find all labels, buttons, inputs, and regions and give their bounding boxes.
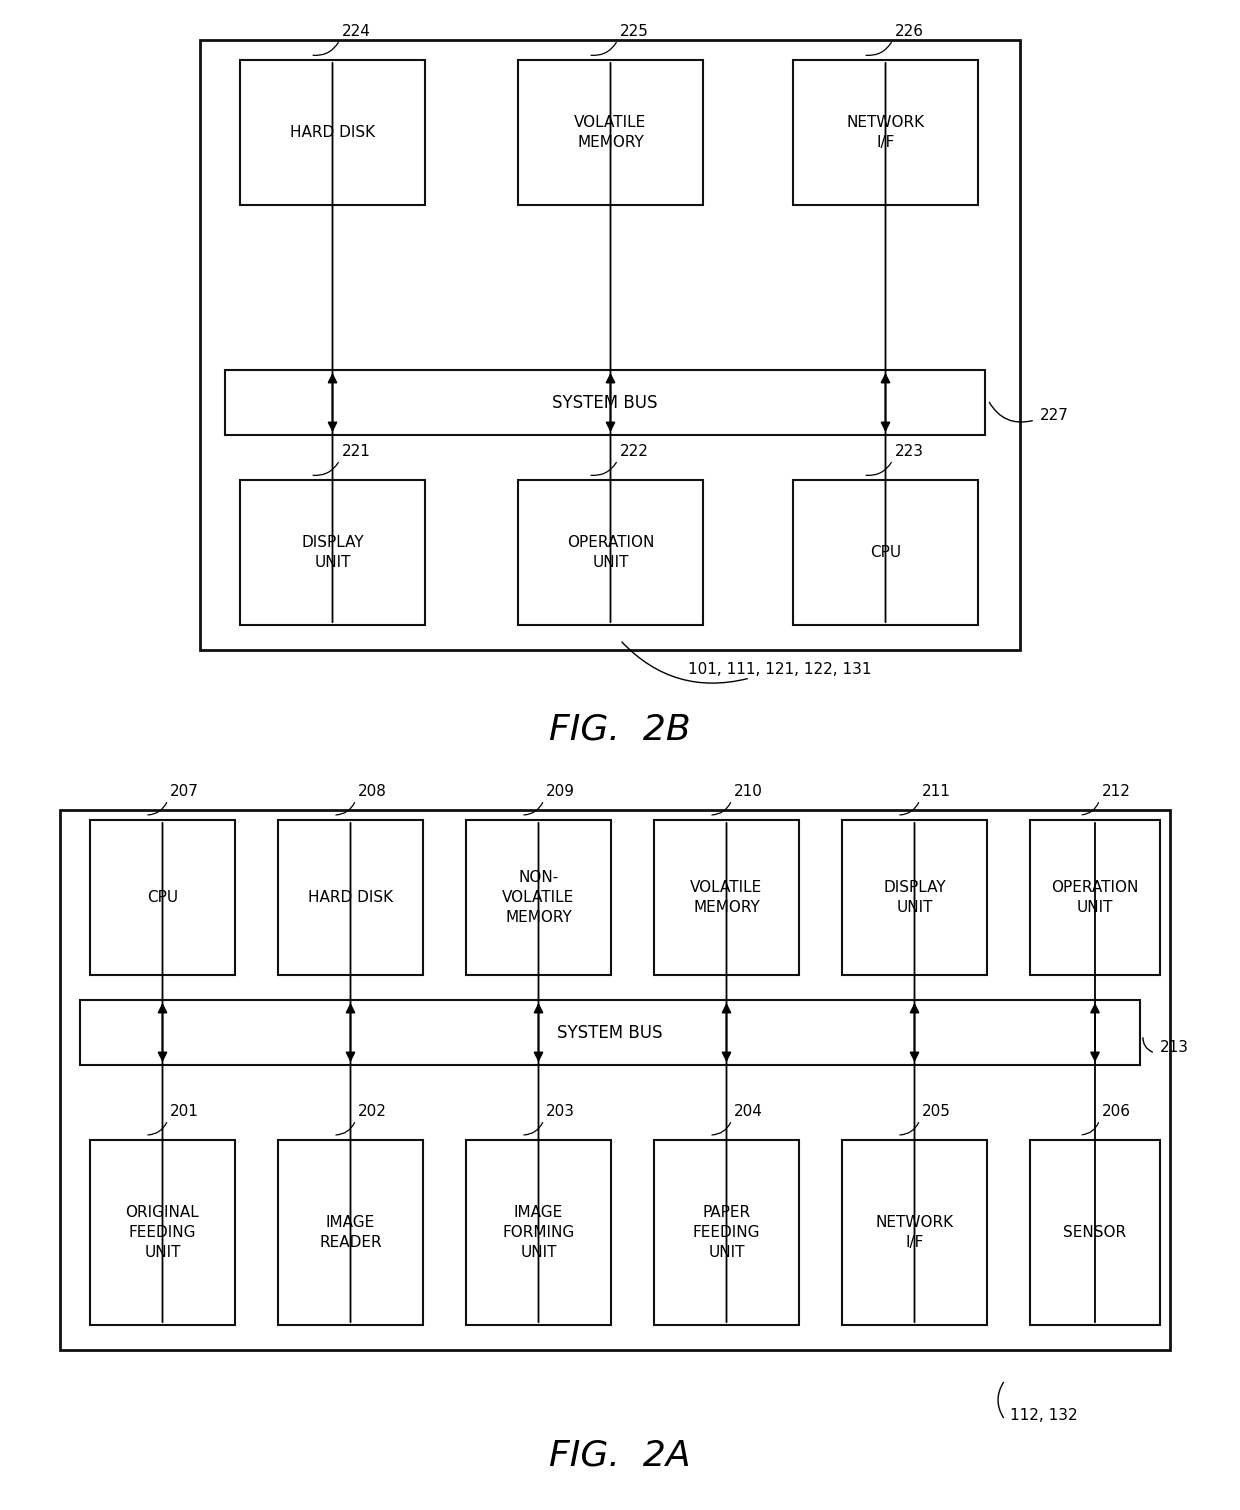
- Bar: [241, 480, 425, 625]
- Text: 207: 207: [170, 785, 198, 799]
- Bar: [518, 60, 703, 205]
- Text: 225: 225: [620, 24, 649, 39]
- Text: SYSTEM BUS: SYSTEM BUS: [552, 394, 657, 412]
- Text: 112, 132: 112, 132: [1011, 1407, 1078, 1422]
- Text: 226: 226: [895, 24, 924, 39]
- Bar: [241, 60, 425, 205]
- Bar: [466, 820, 611, 975]
- Text: FIG.  2A: FIG. 2A: [549, 1438, 691, 1472]
- Text: VOLATILE
MEMORY: VOLATILE MEMORY: [574, 115, 646, 149]
- Bar: [91, 820, 236, 975]
- Bar: [794, 480, 978, 625]
- Text: 201: 201: [170, 1104, 198, 1119]
- Bar: [653, 820, 799, 975]
- Text: 203: 203: [546, 1104, 575, 1119]
- Text: 205: 205: [921, 1104, 951, 1119]
- Text: 227: 227: [1040, 408, 1069, 423]
- Text: 211: 211: [921, 785, 951, 799]
- Text: 208: 208: [358, 785, 387, 799]
- Text: NON-
VOLATILE
MEMORY: NON- VOLATILE MEMORY: [502, 870, 574, 924]
- Text: 221: 221: [342, 444, 371, 459]
- Bar: [81, 1000, 1140, 1065]
- Bar: [1030, 1140, 1159, 1324]
- Bar: [278, 820, 423, 975]
- Text: 222: 222: [620, 444, 649, 459]
- Bar: [794, 60, 978, 205]
- Text: 213: 213: [1159, 1040, 1189, 1055]
- Bar: [842, 820, 987, 975]
- Bar: [224, 370, 985, 435]
- Text: 210: 210: [734, 785, 763, 799]
- Text: DISPLAY
UNIT: DISPLAY UNIT: [301, 535, 363, 569]
- Text: 224: 224: [342, 24, 371, 39]
- Bar: [200, 39, 1021, 649]
- Text: CPU: CPU: [870, 545, 901, 560]
- Text: FIG.  2B: FIG. 2B: [549, 713, 691, 747]
- Text: DISPLAY
UNIT: DISPLAY UNIT: [883, 880, 946, 915]
- Text: HARD DISK: HARD DISK: [308, 889, 393, 904]
- Text: HARD DISK: HARD DISK: [290, 125, 374, 140]
- Text: 204: 204: [734, 1104, 763, 1119]
- Text: CPU: CPU: [146, 889, 179, 904]
- Bar: [91, 1140, 236, 1324]
- Text: IMAGE
READER: IMAGE READER: [319, 1216, 382, 1250]
- Bar: [278, 1140, 423, 1324]
- Text: VOLATILE
MEMORY: VOLATILE MEMORY: [691, 880, 763, 915]
- Bar: [466, 1140, 611, 1324]
- Text: OPERATION
UNIT: OPERATION UNIT: [567, 535, 655, 569]
- Text: SENSOR: SENSOR: [1064, 1225, 1127, 1240]
- Bar: [60, 809, 1171, 1350]
- Bar: [842, 1140, 987, 1324]
- Text: NETWORK
I/F: NETWORK I/F: [847, 115, 925, 149]
- Text: 223: 223: [895, 444, 924, 459]
- Bar: [1030, 820, 1159, 975]
- Text: PAPER
FEEDING
UNIT: PAPER FEEDING UNIT: [693, 1205, 760, 1259]
- Text: 202: 202: [358, 1104, 387, 1119]
- Text: OPERATION
UNIT: OPERATION UNIT: [1052, 880, 1138, 915]
- Text: NETWORK
I/F: NETWORK I/F: [875, 1216, 954, 1250]
- Text: 206: 206: [1101, 1104, 1131, 1119]
- Text: 212: 212: [1101, 785, 1131, 799]
- Bar: [653, 1140, 799, 1324]
- Text: IMAGE
FORMING
UNIT: IMAGE FORMING UNIT: [502, 1205, 574, 1259]
- Text: SYSTEM BUS: SYSTEM BUS: [557, 1024, 662, 1042]
- Text: ORIGINAL
FEEDING
UNIT: ORIGINAL FEEDING UNIT: [125, 1205, 200, 1259]
- Text: 101, 111, 121, 122, 131: 101, 111, 121, 122, 131: [688, 663, 872, 678]
- Text: 209: 209: [546, 785, 575, 799]
- Bar: [518, 480, 703, 625]
